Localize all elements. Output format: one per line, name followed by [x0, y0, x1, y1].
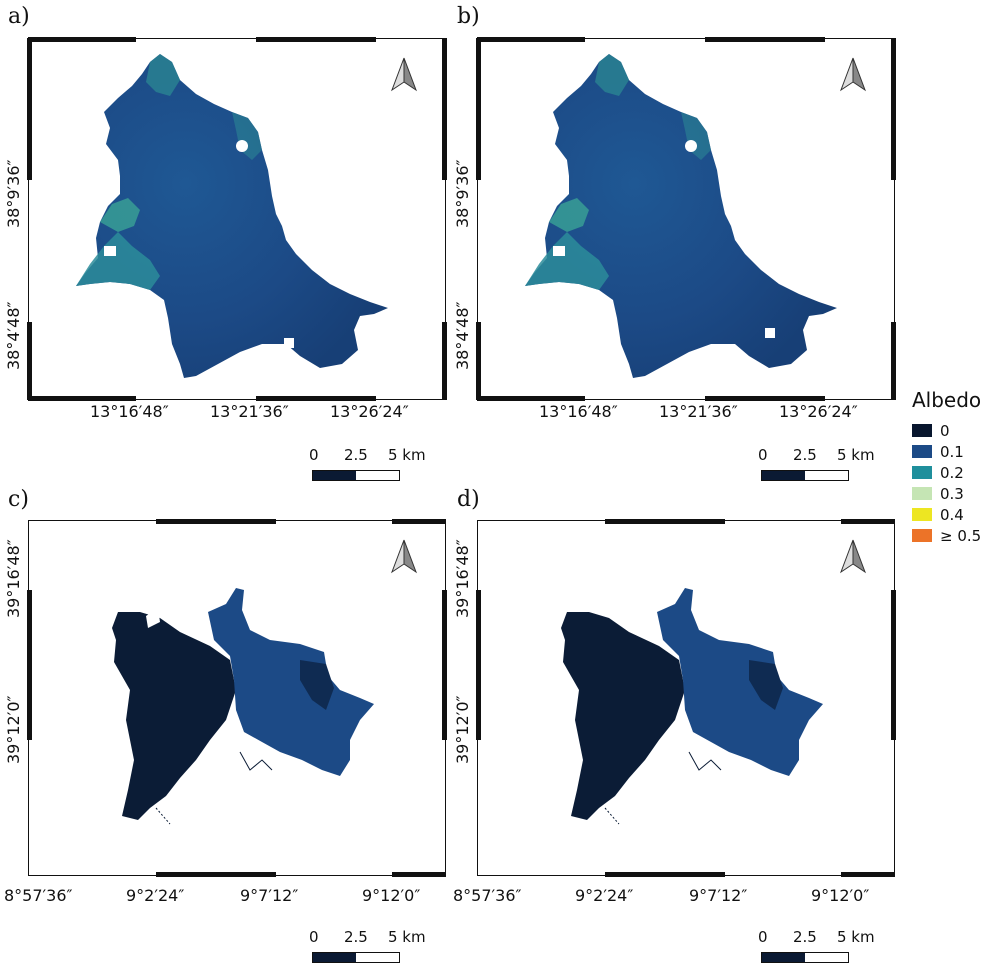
scale-label: 5 km [388, 928, 426, 946]
graticule-bar [256, 396, 376, 401]
y-tick-label: 38°9′36″ [453, 159, 472, 228]
graticule-bar [156, 519, 276, 524]
scale-label: 0 [758, 446, 768, 464]
graticule-bar [392, 872, 446, 877]
x-tick-label: 9°7′12″ [689, 886, 748, 905]
graticule-bar [477, 396, 585, 401]
graticule-bar [476, 322, 481, 400]
graticule-bar [605, 872, 725, 877]
x-tick-label: 9°2′24″ [126, 886, 185, 905]
north-arrow-icon [839, 57, 867, 92]
x-tick-label: 9°7′12″ [240, 886, 299, 905]
north-arrow-icon [839, 539, 867, 574]
legend-title: Albedo [912, 388, 982, 412]
region-cagliari-c [112, 588, 374, 825]
panel-letter-d: d) [457, 487, 480, 512]
x-tick-label: 9°2′24″ [575, 886, 634, 905]
graticule-bar [28, 37, 136, 42]
scale-label: 2.5 [344, 928, 368, 946]
region-cagliari-d [561, 588, 823, 825]
y-tick-label: 39°16′48″ [453, 539, 472, 618]
scale-label: 0 [309, 446, 319, 464]
graticule-bar [442, 38, 447, 180]
graticule-bar [442, 590, 447, 740]
scale-label: 5 km [837, 446, 875, 464]
graticule-bar [27, 590, 32, 740]
graticule-bar [891, 322, 896, 400]
legend-item: 0.1 [912, 441, 981, 462]
legend-swatch [912, 424, 932, 437]
graticule-bar [841, 872, 895, 877]
graticule-bar [705, 396, 825, 401]
graticule-bar [442, 322, 447, 400]
x-tick-label: 9°12′0″ [811, 886, 870, 905]
x-tick-label: 13°26′24″ [779, 402, 858, 421]
graticule-bar [256, 37, 376, 42]
x-tick-label: 13°26′24″ [330, 402, 409, 421]
legend-item: 0.3 [912, 483, 981, 504]
north-arrow-icon [390, 539, 418, 574]
scale-bar-c: 0 2.5 5 km [309, 928, 426, 963]
legend-label: 0 [940, 421, 950, 440]
x-tick-label: 13°21′36″ [210, 402, 289, 421]
legend-swatch [912, 487, 932, 500]
legend-label: 0.2 [940, 463, 964, 482]
x-tick-label: 13°21′36″ [659, 402, 738, 421]
north-arrow-icon [390, 57, 418, 92]
scale-label: 2.5 [793, 928, 817, 946]
y-tick-label: 39°12′0″ [453, 695, 472, 764]
x-tick-label: 13°16′48″ [90, 402, 169, 421]
legend-label: 0.3 [940, 484, 964, 503]
y-tick-label: 39°12′0″ [4, 695, 23, 764]
x-tick-label: 8°57′36″ [453, 886, 522, 905]
graticule-bar [891, 590, 896, 740]
legend-item: 0.4 [912, 504, 981, 525]
graticule-bar [477, 37, 585, 42]
graticule-bar [28, 396, 136, 401]
x-tick-label: 8°57′36″ [4, 886, 73, 905]
graticule-bar [605, 519, 725, 524]
legend-item: ≥ 0.5 [912, 525, 981, 546]
scale-label: 0 [758, 928, 768, 946]
graticule-bar [156, 872, 276, 877]
legend-swatch [912, 529, 932, 542]
y-tick-label: 38°4′48″ [4, 301, 23, 370]
x-tick-label: 9°12′0″ [362, 886, 421, 905]
x-tick-label: 13°16′48″ [539, 402, 618, 421]
graticule-bar [476, 38, 481, 180]
scale-bar-a: 0 2.5 5 km [309, 446, 426, 481]
y-tick-label: 38°9′36″ [4, 159, 23, 228]
y-tick-label: 38°4′48″ [453, 301, 472, 370]
scale-label: 5 km [837, 928, 875, 946]
legend-swatch [912, 466, 932, 479]
legend-label: 0.4 [940, 505, 964, 524]
graticule-bar [841, 519, 895, 524]
scale-label: 2.5 [793, 446, 817, 464]
legend-swatch [912, 445, 932, 458]
scale-label: 5 km [388, 446, 426, 464]
scale-bar-d: 0 2.5 5 km [758, 928, 875, 963]
legend-item: 0.2 [912, 462, 981, 483]
graticule-bar [27, 322, 32, 400]
panel-letter-b: b) [457, 4, 480, 29]
panel-letter-c: c) [8, 487, 29, 512]
legend-item: 0 [912, 420, 981, 441]
y-tick-label: 39°16′48″ [4, 539, 23, 618]
graticule-bar [476, 590, 481, 740]
scale-label: 2.5 [344, 446, 368, 464]
graticule-bar [392, 519, 446, 524]
graticule-bar [27, 38, 32, 180]
region-palermo-b [525, 54, 837, 378]
albedo-legend: Albedo 0 0.1 0.2 0.3 0.4 ≥ 0.5 [912, 388, 981, 546]
graticule-bar [891, 38, 896, 180]
legend-swatch [912, 508, 932, 521]
region-palermo-a [76, 54, 388, 378]
legend-label: ≥ 0.5 [940, 526, 982, 545]
scale-label: 0 [309, 928, 319, 946]
scale-bar-b: 0 2.5 5 km [758, 446, 875, 481]
legend-label: 0.1 [940, 442, 964, 461]
panel-letter-a: a) [8, 4, 30, 29]
graticule-bar [705, 37, 825, 42]
